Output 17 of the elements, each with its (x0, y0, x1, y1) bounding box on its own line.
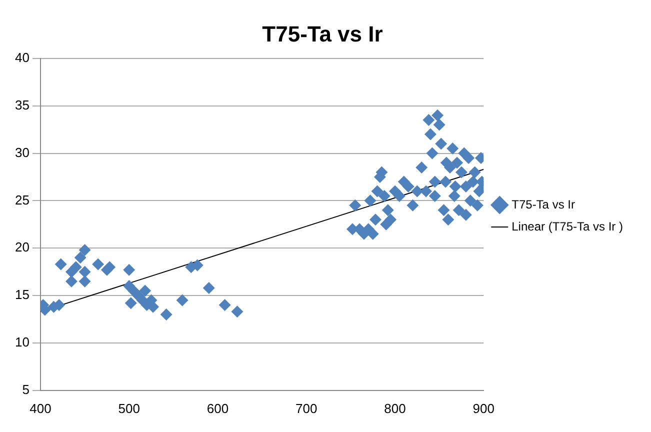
x-tick-label: 700 (296, 400, 318, 416)
x-tick-label: 600 (206, 400, 229, 416)
y-tick-label: 10 (14, 334, 30, 350)
x-tick-label: 400 (30, 400, 52, 416)
y-tick-label: 20 (14, 240, 30, 255)
y-tick-label: 40 (14, 50, 30, 65)
x-tick-label: 800 (384, 400, 406, 416)
y-tick-label: 30 (14, 144, 30, 160)
x-tick-label: 500 (118, 400, 140, 416)
chart-title: T75-Ta vs Ir (262, 21, 384, 46)
legend-label: T75-Ta vs Ir (512, 197, 575, 212)
y-tick-label: 25 (14, 192, 30, 208)
legend-label: Linear (T75-Ta vs Ir ) (512, 219, 624, 234)
x-tick-label: 900 (472, 400, 494, 416)
y-tick-label: 15 (14, 287, 30, 302)
y-tick-label: 5 (22, 382, 30, 397)
y-tick-label: 35 (14, 97, 30, 112)
